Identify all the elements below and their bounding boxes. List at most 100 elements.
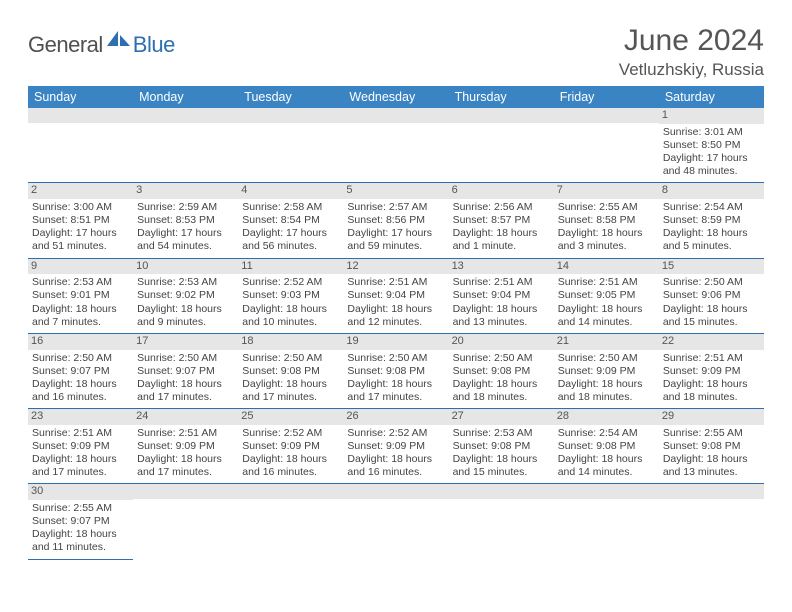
day-info-line: Sunrise: 2:51 AM: [347, 276, 444, 289]
day-number-empty: [133, 484, 238, 499]
day-info-line: and 17 minutes.: [242, 391, 339, 404]
day-info-line: Sunrise: 2:52 AM: [242, 427, 339, 440]
day-info-line: Sunset: 9:04 PM: [453, 289, 550, 302]
day-info-line: and 13 minutes.: [453, 316, 550, 329]
day-cell: 2Sunrise: 3:00 AMSunset: 8:51 PMDaylight…: [28, 183, 133, 258]
day-cell: 29Sunrise: 2:55 AMSunset: 9:08 PMDayligh…: [659, 409, 764, 484]
day-info-line: Sunset: 9:09 PM: [137, 440, 234, 453]
day-info-line: Sunrise: 2:53 AM: [137, 276, 234, 289]
day-info-line: Daylight: 18 hours: [663, 227, 760, 240]
day-info-line: Sunset: 8:53 PM: [137, 214, 234, 227]
sail-icon: [107, 30, 131, 53]
day-info-line: and 14 minutes.: [558, 466, 655, 479]
day-number: 1: [659, 108, 764, 124]
day-cell: 5Sunrise: 2:57 AMSunset: 8:56 PMDaylight…: [343, 183, 448, 258]
day-cell: 24Sunrise: 2:51 AMSunset: 9:09 PMDayligh…: [133, 409, 238, 484]
day-info-line: and 17 minutes.: [347, 391, 444, 404]
day-header-row: Sunday Monday Tuesday Wednesday Thursday…: [28, 86, 764, 108]
day-info-line: Daylight: 18 hours: [453, 453, 550, 466]
day-info-line: and 17 minutes.: [137, 391, 234, 404]
day-number: 24: [133, 409, 238, 425]
day-info-line: Sunset: 9:09 PM: [347, 440, 444, 453]
day-info-line: Daylight: 18 hours: [347, 303, 444, 316]
day-info-line: Daylight: 18 hours: [32, 303, 129, 316]
day-cell: 10Sunrise: 2:53 AMSunset: 9:02 PMDayligh…: [133, 258, 238, 333]
day-info-line: Sunset: 8:57 PM: [453, 214, 550, 227]
day-number-empty: [659, 484, 764, 499]
day-number: 3: [133, 183, 238, 199]
day-info-line: and 9 minutes.: [137, 316, 234, 329]
day-cell: 7Sunrise: 2:55 AMSunset: 8:58 PMDaylight…: [554, 183, 659, 258]
day-cell: [28, 108, 133, 183]
day-cell: [343, 484, 448, 559]
day-info-line: Sunrise: 2:52 AM: [347, 427, 444, 440]
day-number: 14: [554, 259, 659, 275]
logo: General Blue: [28, 30, 175, 59]
day-info-line: Daylight: 18 hours: [558, 303, 655, 316]
day-info-line: Sunrise: 2:53 AM: [32, 276, 129, 289]
week-row: 30Sunrise: 2:55 AMSunset: 9:07 PMDayligh…: [28, 484, 764, 559]
day-info-line: Sunset: 9:07 PM: [32, 515, 129, 528]
day-cell: [133, 108, 238, 183]
day-info-line: Sunrise: 2:50 AM: [453, 352, 550, 365]
day-header: Wednesday: [343, 86, 448, 108]
day-cell: 16Sunrise: 2:50 AMSunset: 9:07 PMDayligh…: [28, 333, 133, 408]
day-info-line: Daylight: 18 hours: [453, 378, 550, 391]
day-number: 6: [449, 183, 554, 199]
day-info-line: Daylight: 18 hours: [453, 303, 550, 316]
day-info-line: Sunset: 9:08 PM: [453, 365, 550, 378]
day-cell: 15Sunrise: 2:50 AMSunset: 9:06 PMDayligh…: [659, 258, 764, 333]
day-cell: 30Sunrise: 2:55 AMSunset: 9:07 PMDayligh…: [28, 484, 133, 559]
day-info-line: Daylight: 18 hours: [558, 227, 655, 240]
day-info-line: Sunset: 9:08 PM: [453, 440, 550, 453]
day-info-line: Sunset: 8:59 PM: [663, 214, 760, 227]
day-cell: [238, 484, 343, 559]
day-number: 7: [554, 183, 659, 199]
day-number: 8: [659, 183, 764, 199]
day-number: 9: [28, 259, 133, 275]
day-number-empty: [133, 108, 238, 123]
day-number-empty: [449, 484, 554, 499]
day-number-empty: [343, 484, 448, 499]
day-cell: 11Sunrise: 2:52 AMSunset: 9:03 PMDayligh…: [238, 258, 343, 333]
week-row: 9Sunrise: 2:53 AMSunset: 9:01 PMDaylight…: [28, 258, 764, 333]
day-info-line: Sunrise: 3:01 AM: [663, 126, 760, 139]
day-info-line: Sunrise: 2:58 AM: [242, 201, 339, 214]
day-cell: 20Sunrise: 2:50 AMSunset: 9:08 PMDayligh…: [449, 333, 554, 408]
day-info-line: Daylight: 18 hours: [558, 378, 655, 391]
day-info-line: Daylight: 18 hours: [137, 453, 234, 466]
day-cell: 3Sunrise: 2:59 AMSunset: 8:53 PMDaylight…: [133, 183, 238, 258]
day-info-line: Sunset: 9:08 PM: [558, 440, 655, 453]
day-info-line: Sunrise: 2:50 AM: [663, 276, 760, 289]
day-number: 29: [659, 409, 764, 425]
day-info-line: and 15 minutes.: [663, 316, 760, 329]
day-header: Tuesday: [238, 86, 343, 108]
day-number-empty: [238, 108, 343, 123]
day-info-line: Sunset: 9:09 PM: [32, 440, 129, 453]
day-info-line: Sunrise: 2:54 AM: [663, 201, 760, 214]
day-info-line: Daylight: 18 hours: [663, 378, 760, 391]
day-cell: [238, 108, 343, 183]
day-info-line: Sunset: 9:04 PM: [347, 289, 444, 302]
day-cell: 25Sunrise: 2:52 AMSunset: 9:09 PMDayligh…: [238, 409, 343, 484]
day-info-line: Daylight: 17 hours: [663, 152, 760, 165]
day-cell: 28Sunrise: 2:54 AMSunset: 9:08 PMDayligh…: [554, 409, 659, 484]
day-info-line: and 18 minutes.: [558, 391, 655, 404]
day-info-line: Sunrise: 2:57 AM: [347, 201, 444, 214]
day-cell: [554, 484, 659, 559]
day-info-line: Sunrise: 2:53 AM: [453, 427, 550, 440]
day-info-line: and 3 minutes.: [558, 240, 655, 253]
day-cell: 13Sunrise: 2:51 AMSunset: 9:04 PMDayligh…: [449, 258, 554, 333]
day-info-line: and 12 minutes.: [347, 316, 444, 329]
day-info-line: Daylight: 18 hours: [453, 227, 550, 240]
day-info-line: Daylight: 18 hours: [347, 453, 444, 466]
day-number-empty: [343, 108, 448, 123]
day-info-line: Sunrise: 3:00 AM: [32, 201, 129, 214]
day-info-line: Daylight: 18 hours: [663, 453, 760, 466]
day-info-line: Sunrise: 2:51 AM: [32, 427, 129, 440]
day-info-line: Sunrise: 2:52 AM: [242, 276, 339, 289]
day-info-line: Sunset: 9:05 PM: [558, 289, 655, 302]
day-info-line: Daylight: 18 hours: [32, 528, 129, 541]
day-number: 2: [28, 183, 133, 199]
day-cell: [659, 484, 764, 559]
